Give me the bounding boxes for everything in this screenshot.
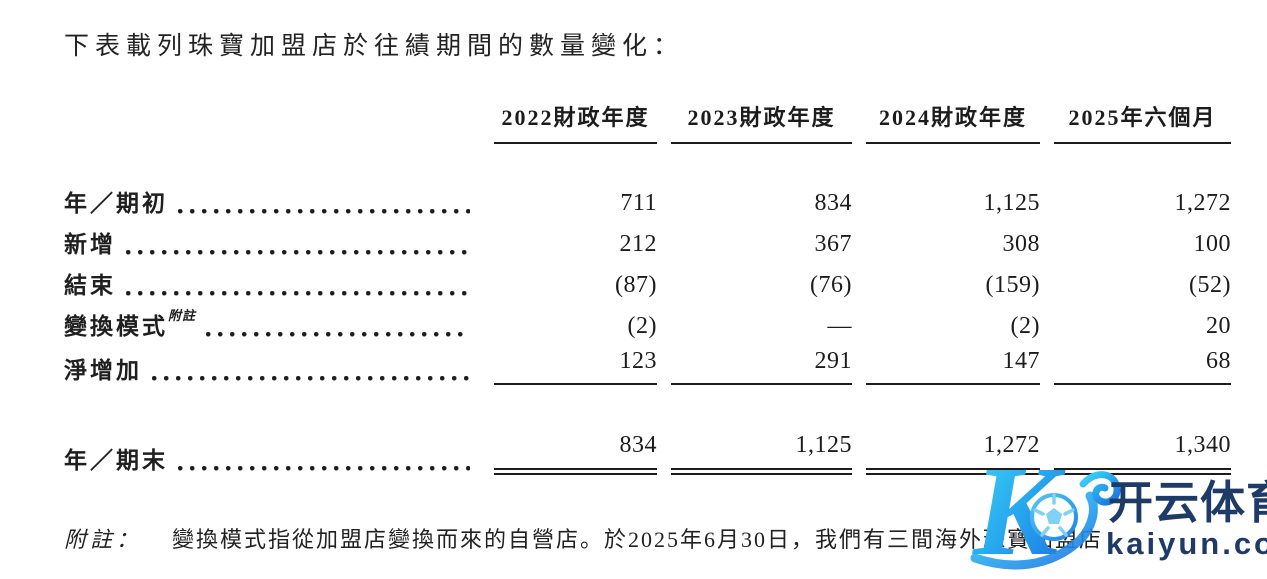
- cell-value: 68: [1054, 348, 1231, 385]
- table-row: 淨增加 123 291 147 68: [64, 348, 1231, 385]
- table-row: 變換模式 附註 (2) — (2) 20: [64, 307, 1231, 341]
- dot-leader: [152, 361, 470, 385]
- row-label-net-increase: 淨增加: [64, 351, 480, 385]
- column-header-6m2025: 2025年六個月: [1040, 100, 1231, 144]
- watermark-domain-text: kaiyun.com: [1106, 526, 1267, 561]
- cell-value: 834: [494, 432, 657, 475]
- column-header-label: 2025年六個月: [1054, 100, 1231, 144]
- cell-value: 20: [1206, 313, 1231, 339]
- row-label-additions: 新增: [64, 225, 480, 259]
- table-row: 新增 212 367 308 100: [64, 225, 1231, 259]
- footnote-label: 附註：: [64, 527, 143, 552]
- dot-leader: [206, 317, 470, 341]
- cell-value: 123: [494, 348, 657, 385]
- cell-value: (76): [810, 272, 852, 298]
- table-header-row: 2022財政年度 2023財政年度 2024財政年度 2025年六個月: [64, 100, 1231, 144]
- row-label-ending: 年／期末: [64, 441, 480, 475]
- row-label-closures: 結束: [64, 266, 480, 300]
- row-label-conversion: 變換模式 附註: [64, 307, 480, 341]
- cell-value: (2): [627, 313, 657, 339]
- column-header-fy2024: 2024財政年度: [852, 100, 1040, 144]
- cell-value: (159): [985, 272, 1040, 298]
- cell-value: 1,125: [671, 432, 852, 475]
- cell-value: —: [827, 313, 852, 339]
- dot-leader: [126, 276, 470, 300]
- cell-value: 367: [814, 231, 852, 257]
- footnote-text: 變換模式指從加盟店變換而來的自營店。於2025年6月30日，我們有三間海外珠寶加…: [172, 527, 1104, 552]
- footnote-superscript: 附註: [168, 308, 197, 323]
- column-header-label: 2022財政年度: [494, 100, 657, 144]
- column-header-fy2023: 2023財政年度: [657, 100, 852, 144]
- column-header-label: 2024財政年度: [866, 100, 1040, 144]
- column-header-label: 2023財政年度: [671, 100, 852, 144]
- cell-value: (52): [1189, 272, 1231, 298]
- cell-value: 308: [1002, 231, 1040, 257]
- cell-value: 1,125: [983, 190, 1040, 216]
- cell-value: 834: [814, 190, 852, 216]
- dot-leader: [178, 194, 470, 218]
- cell-value: 291: [671, 348, 852, 385]
- row-label-beginning: 年／期初: [64, 184, 480, 218]
- cell-value: 1,272: [866, 432, 1040, 475]
- cell-value: 100: [1193, 231, 1231, 257]
- cell-value: 711: [620, 190, 657, 216]
- dot-leader: [178, 451, 470, 475]
- page-title: 下表載列珠寶加盟店於往績期間的數量變化：: [64, 33, 685, 60]
- cell-value: 147: [866, 348, 1040, 385]
- cell-value: 1,272: [1174, 190, 1231, 216]
- cell-value: 1,340: [1054, 432, 1231, 475]
- footnote: 附註： 變換模式指從加盟店變換而來的自營店。於2025年6月30日，我們有三間海外…: [64, 522, 1103, 554]
- table-row: 結束 (87) (76) (159) (52): [64, 266, 1231, 300]
- cell-value: (87): [615, 272, 657, 298]
- cell-value: (2): [1010, 313, 1040, 339]
- cell-value: 212: [619, 231, 657, 257]
- watermark-brand-text: 开云体育: [1108, 477, 1267, 528]
- table-row: 年／期初 711 834 1,125 1,272: [64, 184, 1231, 218]
- dot-leader: [126, 235, 470, 259]
- table-row: 年／期末 834 1,125 1,272 1,340: [64, 432, 1231, 475]
- column-header-fy2022: 2022財政年度: [480, 100, 657, 144]
